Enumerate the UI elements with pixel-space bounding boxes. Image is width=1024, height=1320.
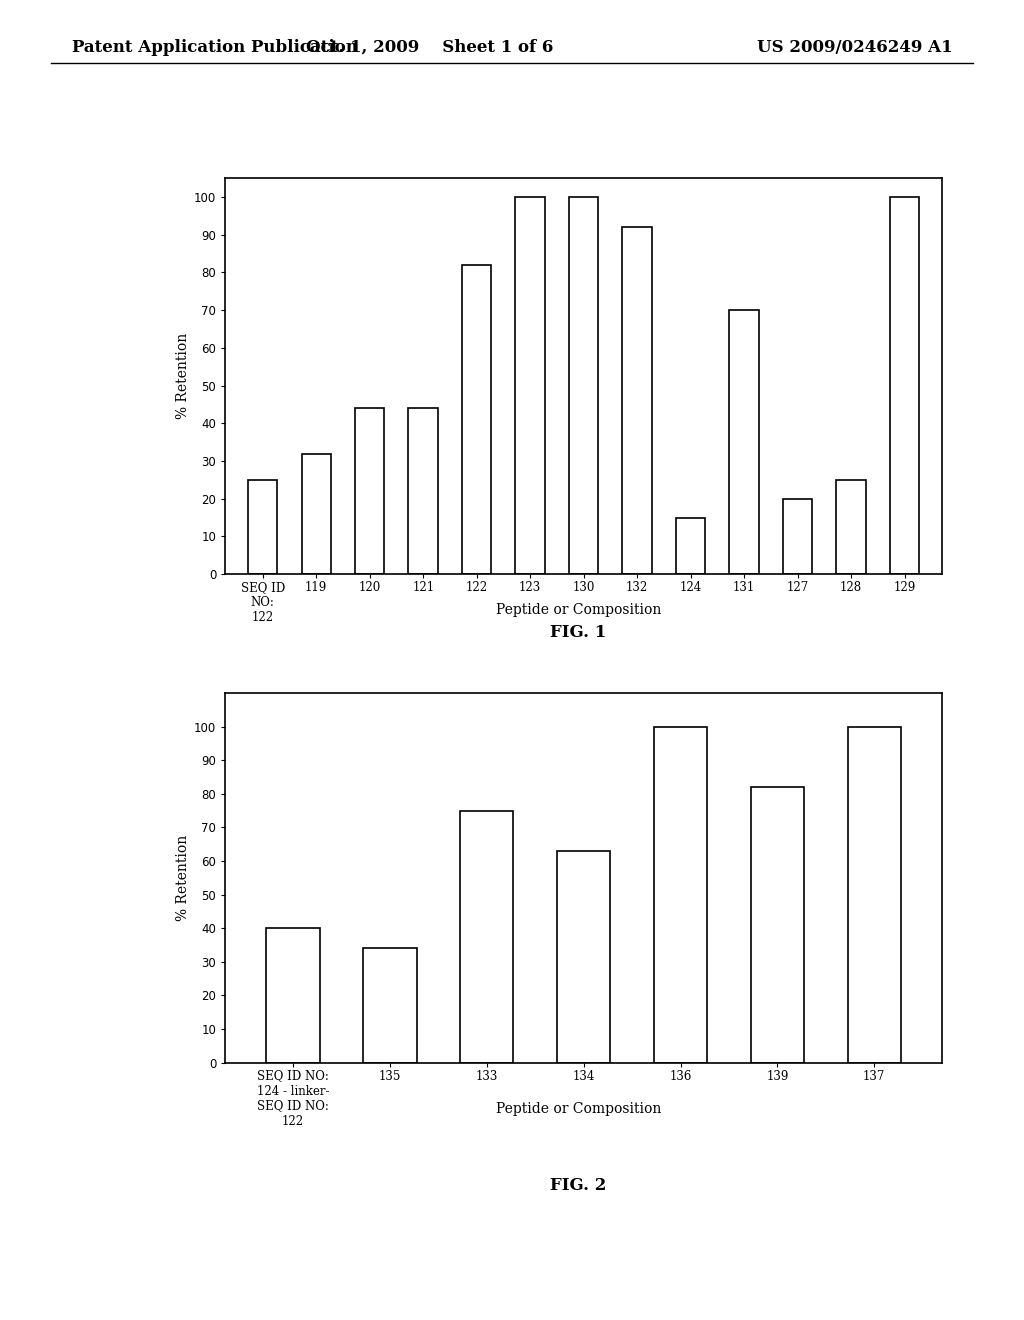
- Bar: [515, 197, 545, 574]
- Bar: [837, 480, 866, 574]
- Bar: [569, 197, 598, 574]
- Text: FIG. 2: FIG. 2: [550, 1177, 607, 1195]
- Bar: [301, 454, 331, 574]
- Y-axis label: % Retention: % Retention: [176, 333, 189, 420]
- Text: Peptide or Composition: Peptide or Composition: [496, 1102, 662, 1117]
- Bar: [364, 948, 417, 1063]
- Bar: [266, 928, 319, 1063]
- Bar: [460, 810, 513, 1063]
- Bar: [557, 851, 610, 1063]
- Bar: [409, 408, 438, 574]
- Text: Peptide or Composition: Peptide or Composition: [496, 603, 662, 618]
- Text: US 2009/0246249 A1: US 2009/0246249 A1: [757, 40, 952, 55]
- Bar: [355, 408, 384, 574]
- Bar: [623, 227, 652, 574]
- Bar: [783, 499, 812, 574]
- Bar: [848, 726, 901, 1063]
- Y-axis label: % Retention: % Retention: [176, 834, 189, 921]
- Text: FIG. 1: FIG. 1: [551, 624, 606, 642]
- Bar: [890, 197, 920, 574]
- Bar: [751, 787, 804, 1063]
- Bar: [654, 726, 708, 1063]
- Text: Patent Application Publication: Patent Application Publication: [72, 40, 357, 55]
- Bar: [248, 480, 278, 574]
- Bar: [462, 265, 492, 574]
- Text: Oct. 1, 2009    Sheet 1 of 6: Oct. 1, 2009 Sheet 1 of 6: [306, 40, 554, 55]
- Bar: [729, 310, 759, 574]
- Bar: [676, 517, 706, 574]
